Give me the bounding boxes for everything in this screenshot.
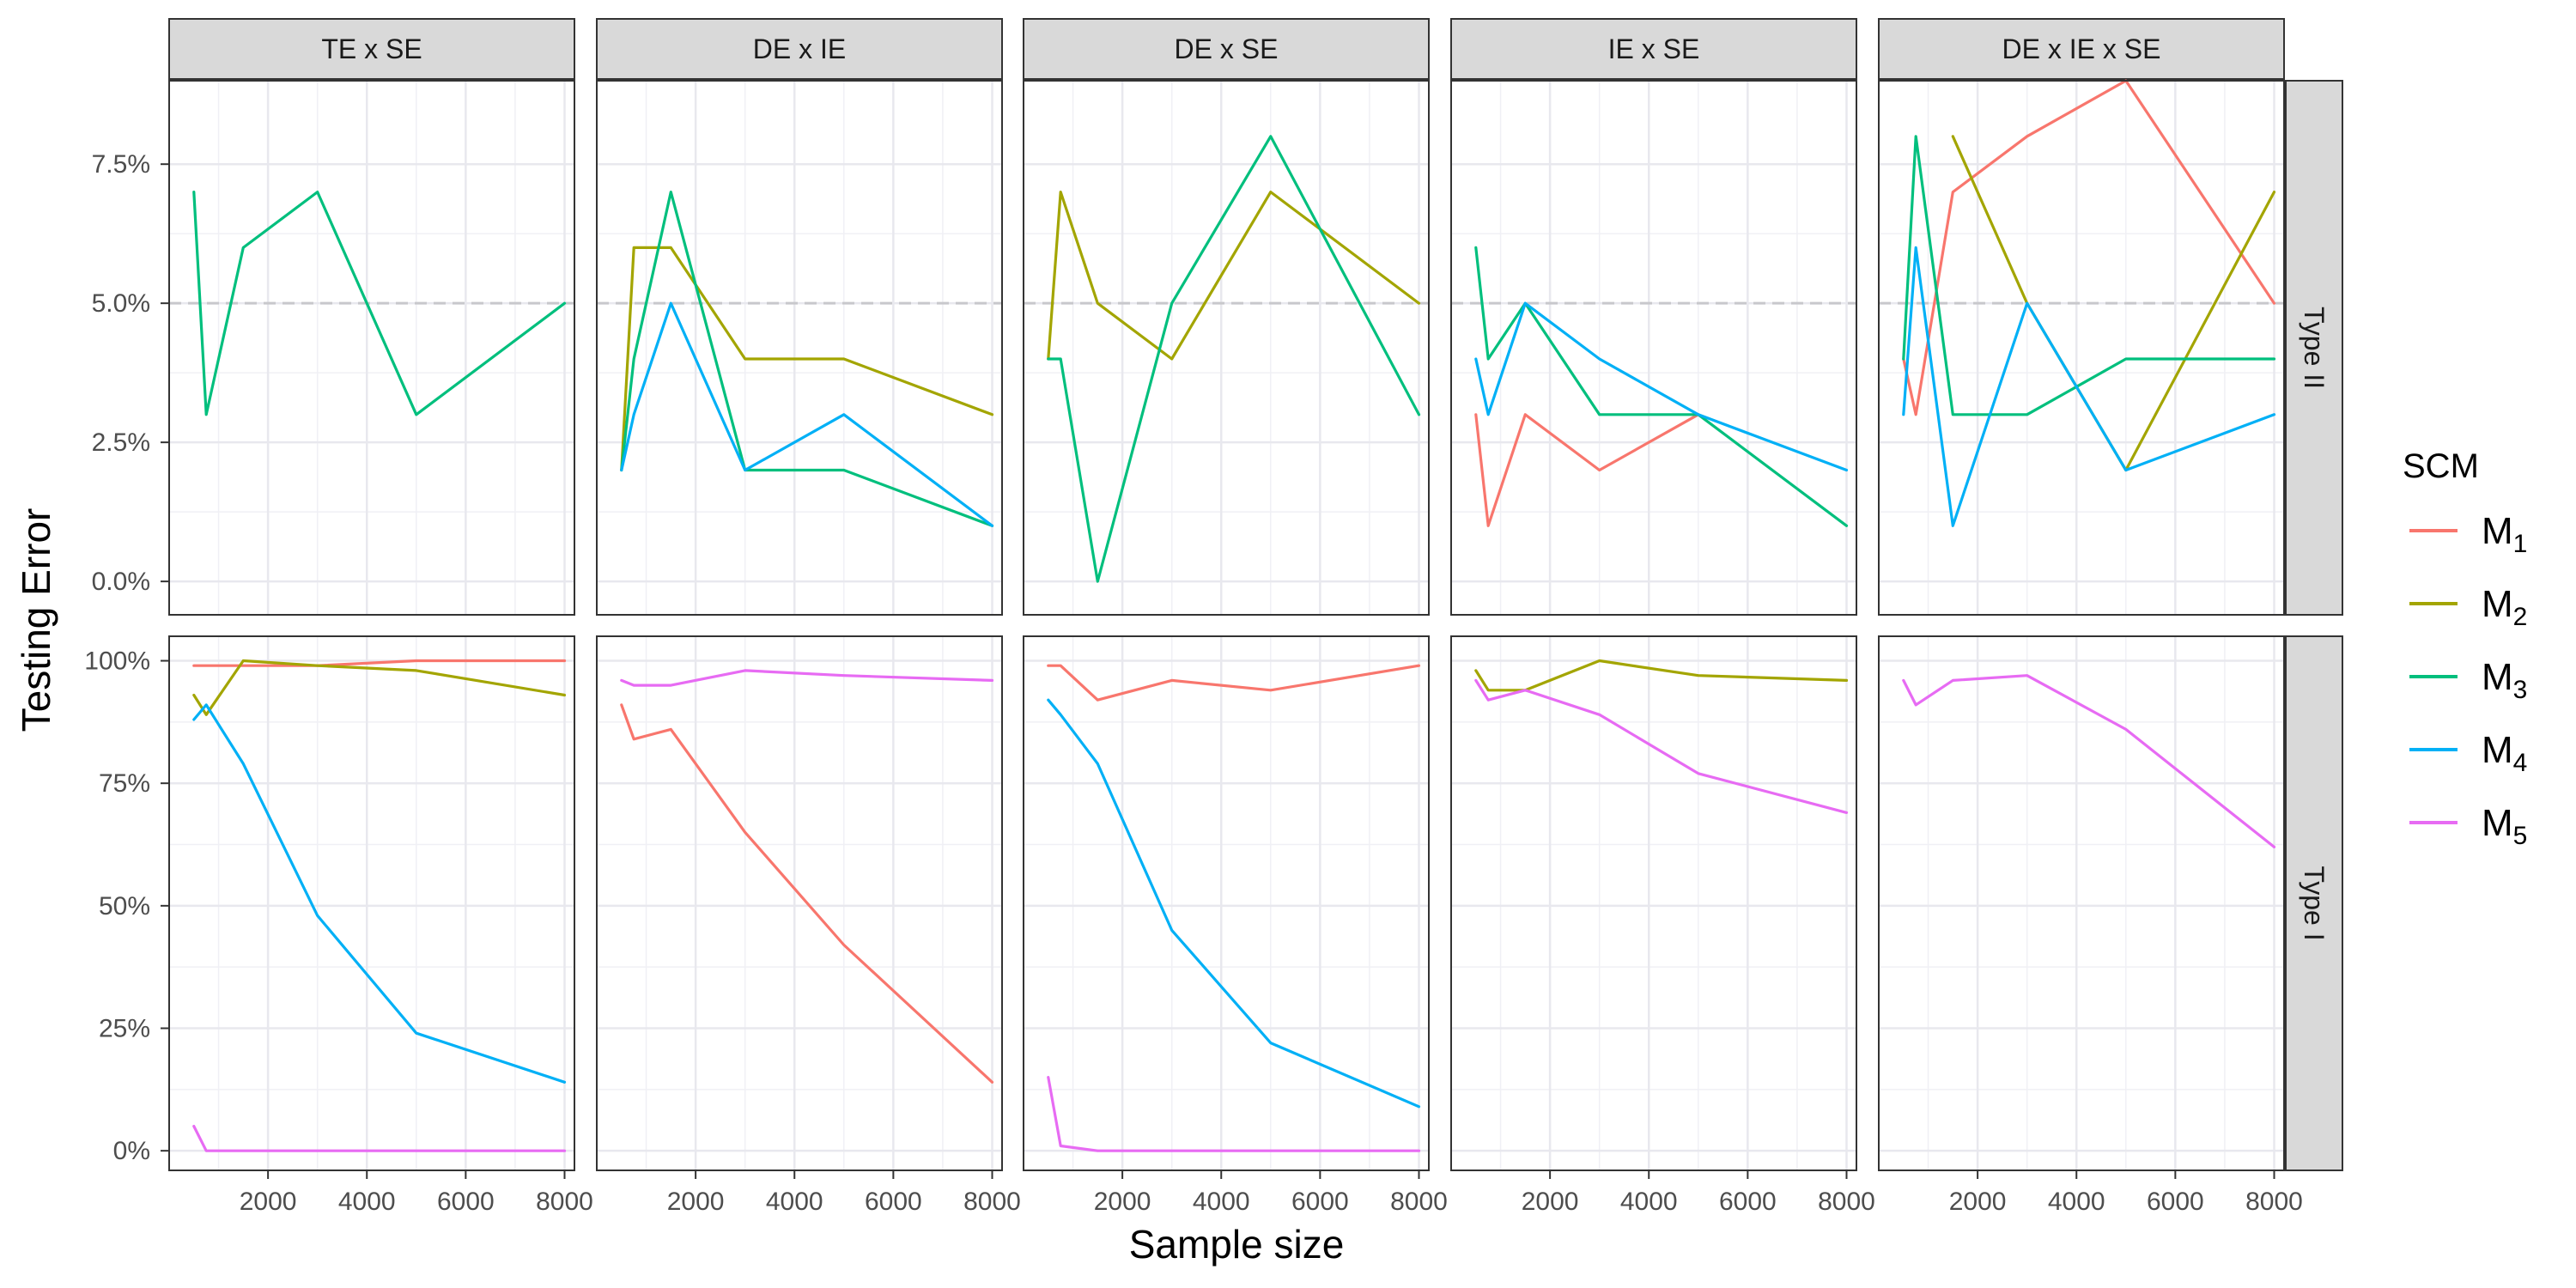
facet-strip-column [168,18,575,80]
series-line-m2 [620,246,994,472]
series-line-m4 [1474,301,1849,472]
facet-strip-label: IE x SE [1608,33,1700,64]
legend: M1 M2 M3 M4 M5 [2409,510,2527,850]
facet-strip-row-label: Type II [2299,307,2330,389]
facet-strip-column [596,18,1003,80]
series-line-m4 [620,301,994,527]
legend-label: M3 [2482,656,2527,704]
facet-panel: 2000 4000 6000 8000 [596,635,1021,1216]
x-axis-title: Sample size [1129,1222,1345,1267]
y-tick-label: 0.0% [92,568,150,596]
x-tick-label: 6000 [2147,1188,2204,1216]
facet-strip-row-label: Type I [2299,866,2330,940]
facet-panel: 2000 4000 6000 8000 [1023,635,1448,1216]
facet-panel: 2000 4000 6000 8000 [1878,635,2303,1216]
x-tick-label: 8000 [963,1188,1021,1216]
y-tick-label: 25% [99,1015,150,1043]
panel-border [1878,80,2285,616]
series-line-m2 [1474,659,1849,692]
x-tick-label: 2000 [1522,1188,1579,1216]
panel-border [1450,80,1857,616]
facet-strip-column [1878,18,2285,80]
legend-title: SCM [2403,447,2479,485]
y-tick-label: 2.5% [92,428,150,457]
series-line-m2 [1047,191,1421,361]
series-line-m1 [620,703,994,1084]
x-tick-label: 8000 [1390,1188,1448,1216]
facet-strip-label: DE x SE [1175,33,1279,64]
x-tick-label: 6000 [1291,1188,1349,1216]
series-line-m4 [192,703,567,1084]
x-tick-label: 2000 [240,1188,297,1216]
series-line-m4 [1047,698,1421,1109]
facet-strip-column [1450,18,1857,80]
series-line-m3 [1047,135,1421,583]
x-tick-label: 6000 [865,1188,922,1216]
facet-strip-label: DE x IE x SE [2002,33,2161,64]
series-line-m1 [192,659,567,667]
facet-strip-label: TE x SE [321,33,422,64]
y-tick-label: 100% [84,647,150,676]
series-line-m5 [1474,678,1849,815]
x-tick-label: 4000 [766,1188,823,1216]
facet-strip-label: DE x IE [753,33,846,64]
y-tick-label: 7.5% [92,150,150,179]
panel-border [596,80,1003,616]
x-tick-label: 8000 [2245,1188,2303,1216]
series-line-m1 [1474,413,1700,527]
legend-label: M4 [2482,729,2527,777]
y-tick-label: 50% [99,892,150,920]
facet-strip-row [2285,80,2343,616]
y-axis-title: Testing Error [14,508,58,732]
x-tick-label: 6000 [437,1188,495,1216]
x-tick-label: 2000 [667,1188,725,1216]
panel-border [1878,635,2285,1171]
panel-border [1450,635,1857,1171]
series-line-m1 [1902,79,2276,416]
panel-layer: TE x SE DE x IE DE x SE IE x SE DE x IE x SE… [84,18,2343,1216]
facet-strip-column [1023,18,1430,80]
panel-border [168,80,575,616]
y-tick-label: 75% [99,769,150,798]
facet-panel [596,80,1003,616]
series-line-m3 [1474,246,1849,527]
x-tick-label: 4000 [2048,1188,2105,1216]
x-tick-label: 4000 [1620,1188,1678,1216]
series-line-m5 [1047,1075,1421,1152]
facet-panel [1878,79,2285,616]
panel-border [1023,80,1430,616]
facet-panel [1450,80,1857,616]
facet-panel: 2000 4000 6000 8000 [168,635,593,1216]
series-line-m2 [192,659,567,716]
series-line-m4 [1902,246,2276,527]
legend-label: M1 [2482,510,2527,558]
x-tick-label: 8000 [1818,1188,1875,1216]
x-tick-label: 2000 [1949,1188,2007,1216]
series-line-m5 [1902,674,2276,849]
series-line-m1 [1047,664,1421,702]
legend-label: M2 [2482,583,2527,631]
series-line-m3 [192,191,567,416]
facet-strip-row [2285,635,2343,1171]
x-tick-label: 2000 [1094,1188,1151,1216]
y-tick-label: 5.0% [92,289,150,318]
facet-panel [1023,80,1430,616]
series-line-m3 [620,191,994,527]
panel-border [168,635,575,1171]
facet-panel: 2000 4000 6000 8000 [1450,635,1875,1216]
facet-panel [168,80,575,616]
series-line-m5 [620,669,994,687]
x-tick-label: 4000 [338,1188,396,1216]
panel-border [596,635,1003,1171]
y-tick-label: 0% [113,1137,150,1165]
x-tick-label: 4000 [1193,1188,1250,1216]
series-line-m5 [192,1124,567,1152]
x-tick-label: 6000 [1719,1188,1777,1216]
legend-label: M5 [2482,802,2527,850]
panel-border [1023,635,1430,1171]
x-tick-label: 8000 [536,1188,593,1216]
